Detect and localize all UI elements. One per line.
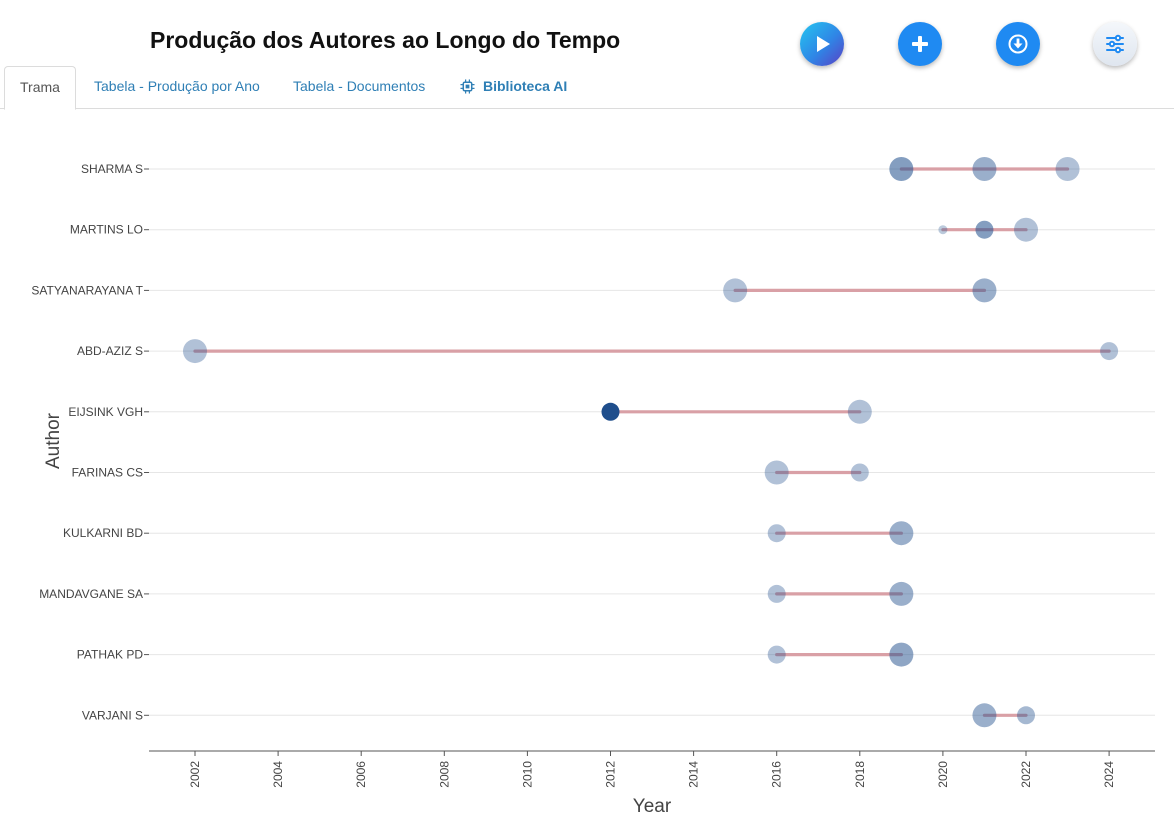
y-axis-title: Author [43,412,64,469]
data-point [975,220,994,239]
page-title: Produção dos Autores ao Longo do Tempo [150,27,621,53]
plus-icon [912,36,928,52]
data-point [889,642,914,667]
data-point [1017,706,1035,725]
x-tick-label: 2012 [604,761,618,788]
tab-trama[interactable]: Trama [4,66,76,110]
sliders-icon [1106,34,1124,54]
data-point [767,645,786,664]
data-point [938,225,948,235]
data-point [183,339,207,364]
y-tick-label: EIJSINK VGH [68,405,143,419]
data-point [850,463,869,482]
y-tick-label: SHARMA S [81,162,143,176]
y-tick-label: FARINAS CS [72,466,143,480]
x-tick-label: 2024 [1102,761,1116,788]
x-tick-label: 2022 [1019,761,1033,788]
play-button[interactable] [800,22,844,66]
tab-bar: Trama Tabela - Produção por Ano Tabela -… [0,66,1174,110]
data-point [889,157,914,181]
x-tick-label: 2010 [520,761,534,788]
data-point [601,402,620,421]
y-tick-label: ABD-AZIZ S [77,344,143,358]
tab-producao-por-ano[interactable]: Tabela - Produção por Ano [94,78,260,94]
data-point [847,399,872,424]
data-point [1055,157,1080,181]
y-tick-label: PATHAK PD [77,648,144,662]
download-button[interactable] [996,22,1040,66]
settings-button[interactable] [1093,22,1137,66]
x-tick-label: 2016 [770,761,784,788]
data-point [972,703,997,728]
y-tick-label: VARJANI S [82,708,143,722]
y-tick-label: MARTINS LO [70,223,143,237]
x-axis-title: Year [633,796,672,817]
data-point [767,584,786,603]
data-point [767,524,786,543]
data-point [723,278,748,303]
x-tick-label: 2018 [853,761,867,788]
x-tick-label: 2008 [437,761,451,788]
x-tick-label: 2004 [271,761,285,788]
chip-icon [460,79,475,94]
tab-biblioteca-ai-label: Biblioteca AI [483,78,568,94]
add-button[interactable] [898,22,942,66]
data-point [889,581,914,606]
x-tick-label: 2002 [188,761,202,788]
data-point [1100,342,1119,361]
data-point [972,157,997,181]
play-icon [817,36,830,52]
data-point [889,521,914,546]
y-tick-label: MANDAVGANE SA [39,587,143,601]
tab-documentos[interactable]: Tabela - Documentos [293,78,426,94]
x-tick-label: 2020 [936,761,950,788]
y-tick-label: KULKARNI BD [63,526,143,540]
download-icon [1008,34,1028,54]
data-point [1014,217,1038,242]
x-tick-label: 2014 [687,761,701,788]
x-tick-label: 2006 [354,761,368,788]
data-point [972,278,997,303]
tab-biblioteca-ai[interactable]: Biblioteca AI [460,66,567,107]
author-production-chart: SHARMA S MARTINS LO SATYANARAYANA T ABD-AZI… [31,157,1155,817]
y-tick-label: SATYANARAYANA T [31,283,143,297]
data-point [764,460,789,485]
